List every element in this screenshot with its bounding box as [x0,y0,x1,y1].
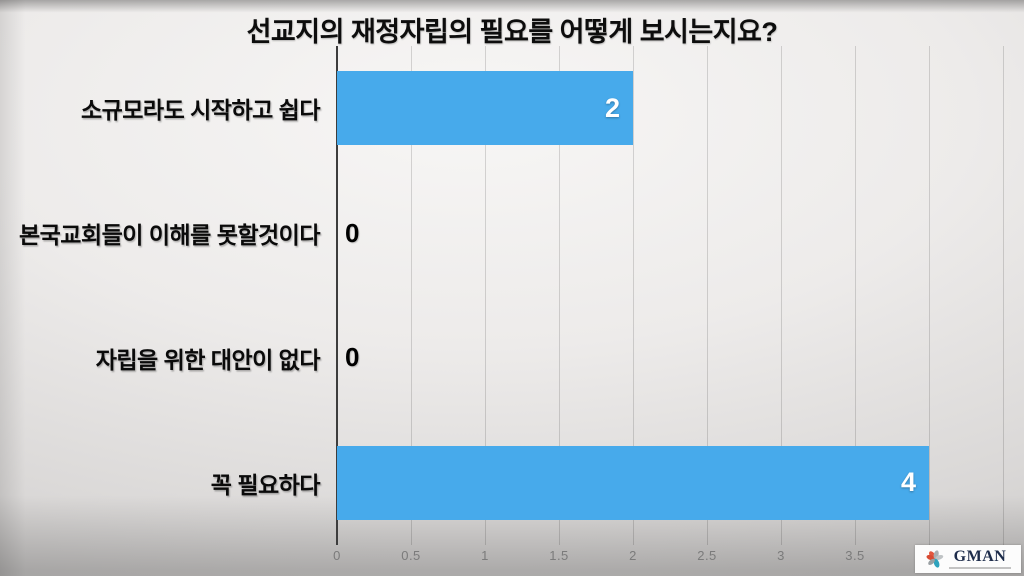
bar-row: 4 [337,420,1003,545]
x-tick-label: 0 [333,548,341,563]
category-label: 자립을 위한 대안이 없다 [95,346,321,373]
x-tick-label: 0.5 [401,548,421,563]
gridline [1003,46,1004,545]
bar-row: 0 [337,296,1003,421]
x-tick-label: 3.5 [845,548,865,563]
gridline [411,46,412,545]
bar-value-label: 0 [345,217,360,248]
x-tick-label: 1 [481,548,489,563]
gman-logo: GMAN [915,545,1021,573]
category-label: 꼭 필요하다 [210,471,321,498]
gridline [707,46,708,545]
gridline [633,46,634,545]
x-tick-label: 2 [629,548,637,563]
gman-logo-tagline-line [949,567,1011,569]
bar: 2 [337,71,633,146]
gridline [781,46,782,545]
y-axis-line [336,46,338,545]
bar-value-label: 0 [345,342,360,373]
bar-row: 2 [337,46,1003,171]
x-tick-label: 3 [777,548,785,563]
bar-value-label: 2 [604,92,620,123]
gridline [929,46,930,545]
gman-logo-text-block: GMAN [949,549,1011,569]
category-label: 소규모라도 시작하고 쉽다 [80,97,321,124]
x-tick-label: 2.5 [697,548,717,563]
bar-value-label: 4 [900,467,916,498]
flower-icon [926,550,944,568]
gridline [855,46,856,545]
category-label: 본국교회들이 이해를 못할것이다 [18,222,321,249]
gridline [485,46,486,545]
x-axis: 0 0.5 1 1.5 2 2.5 3 3.5 [333,548,1003,566]
x-tick-label: 1.5 [549,548,569,563]
gman-logo-text: GMAN [953,548,1007,565]
gridline [559,46,560,545]
bar-row: 0 [337,171,1003,296]
bar: 4 [337,445,929,520]
chart-title: 선교지의 재정자립의 필요를 어떻게 보시는지요? [246,17,778,47]
